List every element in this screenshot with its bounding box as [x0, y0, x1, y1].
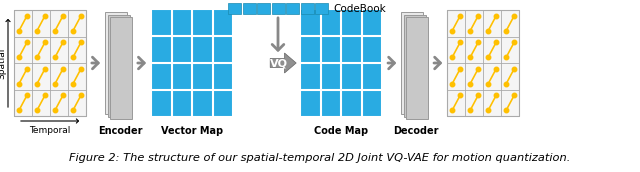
Bar [301, 3, 314, 14]
Bar [110, 17, 132, 119]
Bar [151, 9, 233, 117]
Bar [257, 3, 270, 14]
Polygon shape [270, 53, 296, 73]
Text: Figure 2: The structure of our spatial-temporal 2D Joint VQ-VAE for motion quant: Figure 2: The structure of our spatial-t… [69, 153, 571, 163]
Text: Encoder: Encoder [98, 126, 142, 136]
Text: CodeBook: CodeBook [333, 3, 386, 13]
Text: Vector Map: Vector Map [161, 126, 223, 136]
Bar [108, 14, 129, 116]
Bar [401, 12, 423, 114]
Text: Temporal: Temporal [29, 126, 70, 135]
Bar [14, 10, 86, 116]
Text: VQ: VQ [270, 58, 288, 68]
Text: Decoder: Decoder [394, 126, 439, 136]
Text: Spatial: Spatial [0, 47, 6, 79]
Bar [447, 10, 519, 116]
Bar [228, 3, 241, 14]
Text: Code Map: Code Map [314, 126, 368, 136]
Bar [105, 12, 127, 114]
Bar [404, 14, 426, 116]
Bar [243, 3, 255, 14]
Bar [271, 3, 285, 14]
Bar [315, 3, 328, 14]
Bar [406, 17, 428, 119]
Bar [286, 3, 299, 14]
Bar [300, 9, 382, 117]
